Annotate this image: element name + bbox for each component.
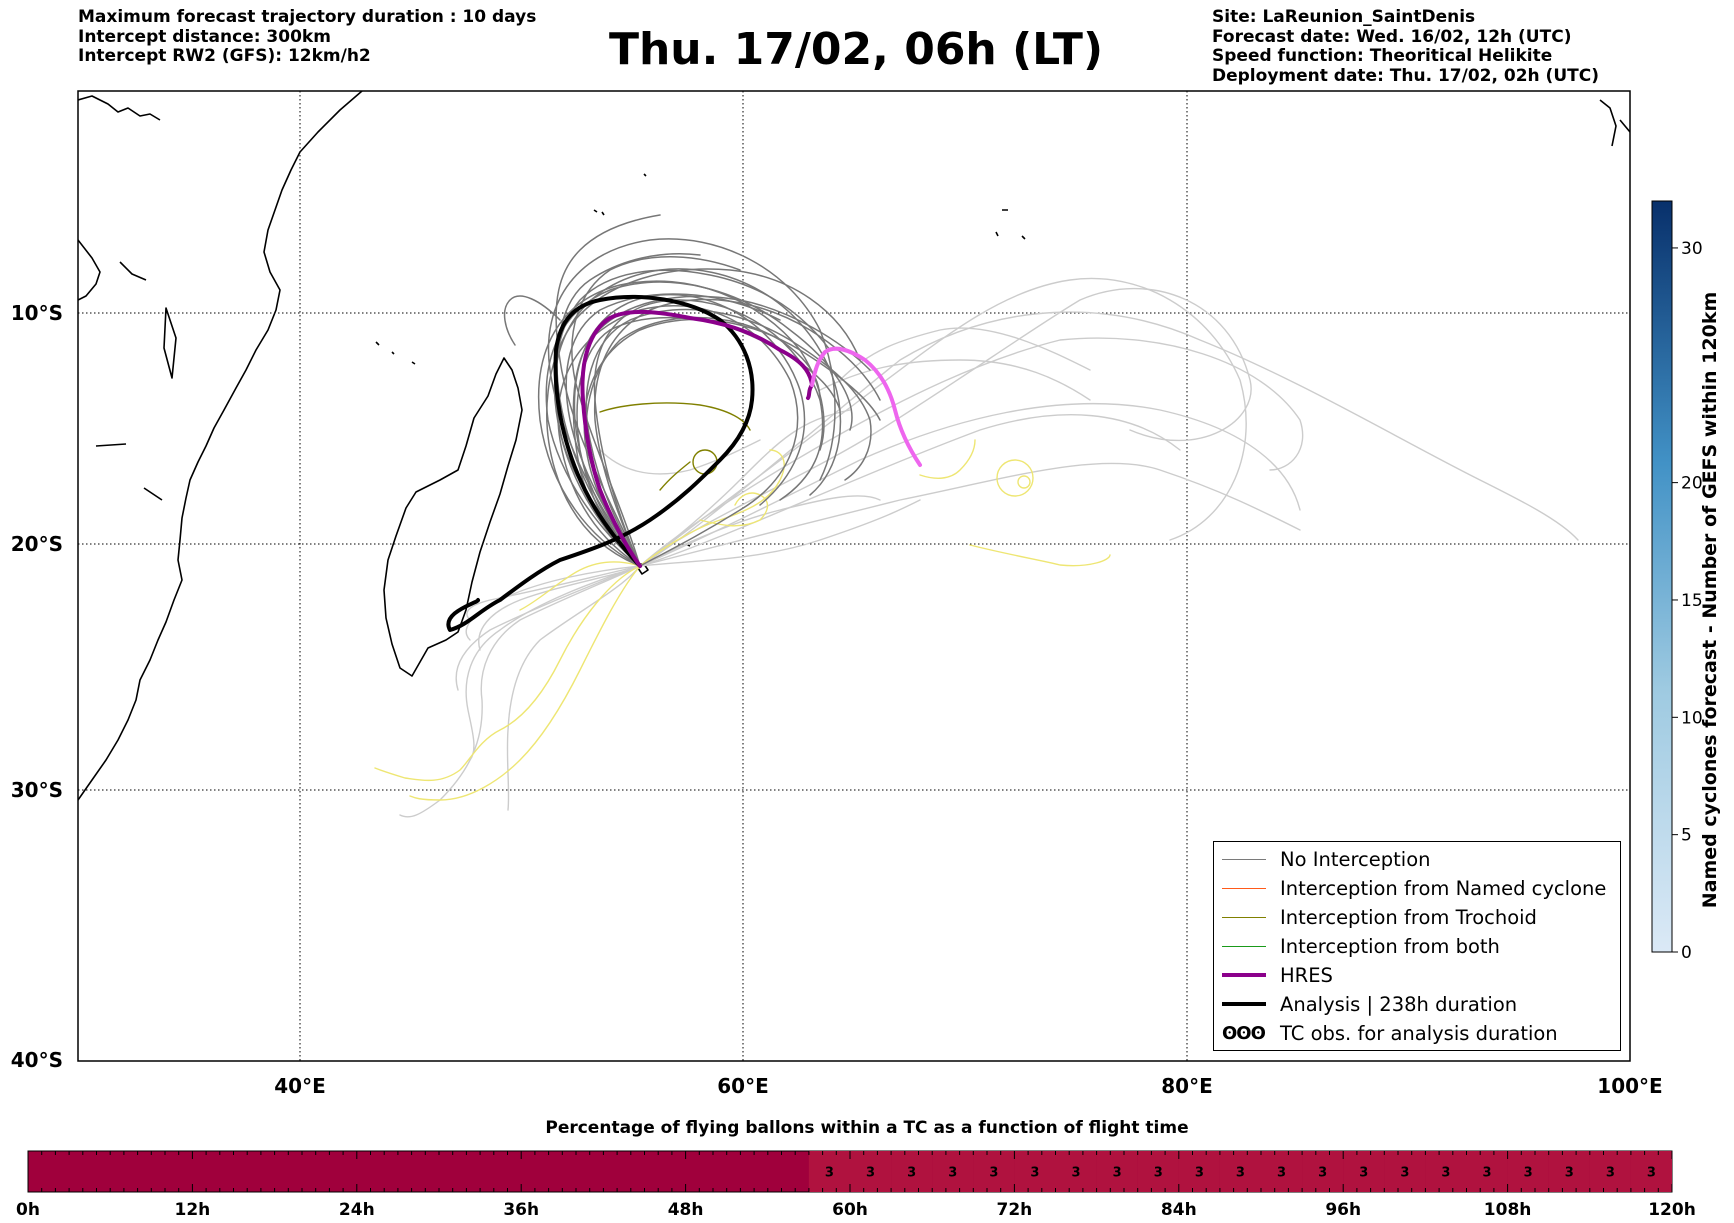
horn-coastline	[78, 95, 161, 121]
legend-label: Interception from Trochoid	[1280, 905, 1537, 929]
speed-function-text: Speed function: Theoritical Helikite	[1212, 46, 1553, 66]
intercept-rw2-text: Intercept RW2 (GFS): 12km/h2	[78, 46, 371, 66]
arabia-coastline	[78, 239, 101, 301]
light-gray-trajectories	[399, 277, 1579, 818]
lat-label-40s: 40°S	[11, 1048, 63, 1072]
bottom-bar-title: Percentage of flying ballons within a TC…	[545, 1118, 1189, 1138]
analysis-track	[446, 294, 755, 632]
legend-line-purple	[1222, 973, 1266, 977]
lat-label-10s: 10°S	[11, 301, 63, 325]
colorbar-label: Named cyclones forecast - Number of GEFS…	[1699, 291, 1721, 909]
legend-line-orange	[1222, 887, 1266, 889]
legend-line-olive	[1222, 916, 1266, 918]
legend: No Interception Interception from Named …	[1213, 841, 1621, 1051]
chagos-islands	[995, 209, 1026, 240]
hres-tc-track	[810, 346, 922, 467]
lon-label-60: 60°E	[717, 1074, 769, 1098]
intercept-distance-text: Intercept distance: 300km	[78, 26, 331, 47]
sri-lanka-coast	[1599, 99, 1630, 147]
tc-symbol-icon: ʘʘʘ	[1222, 1022, 1266, 1044]
lat-label-30s: 30°S	[11, 778, 63, 802]
yellow-trajectories	[374, 439, 1111, 801]
legend-label: HRES	[1280, 963, 1333, 987]
lon-label-100: 100°E	[1597, 1074, 1662, 1098]
map-gridlines	[78, 91, 1630, 1061]
legend-item-hres: HRES	[1222, 962, 1333, 988]
africa-coastline	[78, 91, 363, 801]
legend-item-tc-obs: ʘʘʘ TC obs. for analysis duration	[1222, 1020, 1558, 1046]
lat-label-20s: 20°S	[11, 532, 63, 556]
comoros	[375, 341, 416, 365]
legend-item-named-cyclone: Interception from Named cyclone	[1222, 875, 1606, 901]
map-frame	[77, 90, 1631, 1062]
page-title: Thu. 17/02, 06h (LT)	[608, 24, 1104, 75]
legend-item-analysis: Analysis | 238h duration	[1222, 991, 1517, 1017]
legend-item-trochoid: Interception from Trochoid	[1222, 904, 1537, 930]
legend-label: No Interception	[1280, 847, 1431, 871]
legend-label: Interception from both	[1280, 934, 1500, 958]
lon-label-80: 80°E	[1161, 1074, 1213, 1098]
legend-line-gray	[1222, 858, 1266, 860]
hres-track	[580, 309, 814, 568]
legend-label: Interception from Named cyclone	[1280, 876, 1607, 900]
forecast-parameters: Maximum forecast trajectory duration : 1…	[78, 7, 537, 67]
madagascar-coastline	[383, 357, 523, 677]
legend-line-black	[1222, 1002, 1266, 1006]
legend-item-both: Interception from both	[1222, 933, 1500, 959]
legend-label: TC obs. for analysis duration	[1280, 1021, 1558, 1045]
site-info: Site: LaReunion_SaintDenis Forecast date…	[1212, 7, 1599, 86]
site-text: Site: LaReunion_SaintDenis	[1212, 7, 1476, 27]
legend-label: Analysis | 238h duration	[1280, 992, 1518, 1016]
legend-item-no-interception: No Interception	[1222, 846, 1431, 872]
forecast-date-text: Forecast date: Wed. 16/02, 12h (UTC)	[1212, 26, 1572, 47]
lake-shapes	[95, 261, 177, 501]
deployment-date-text: Deployment date: Thu. 17/02, 02h (UTC)	[1212, 65, 1599, 86]
max-duration-text: Maximum forecast trajectory duration : 1…	[78, 7, 537, 27]
seychelles	[593, 173, 647, 216]
legend-line-green	[1222, 945, 1266, 947]
lon-label-40: 40°E	[274, 1074, 326, 1098]
